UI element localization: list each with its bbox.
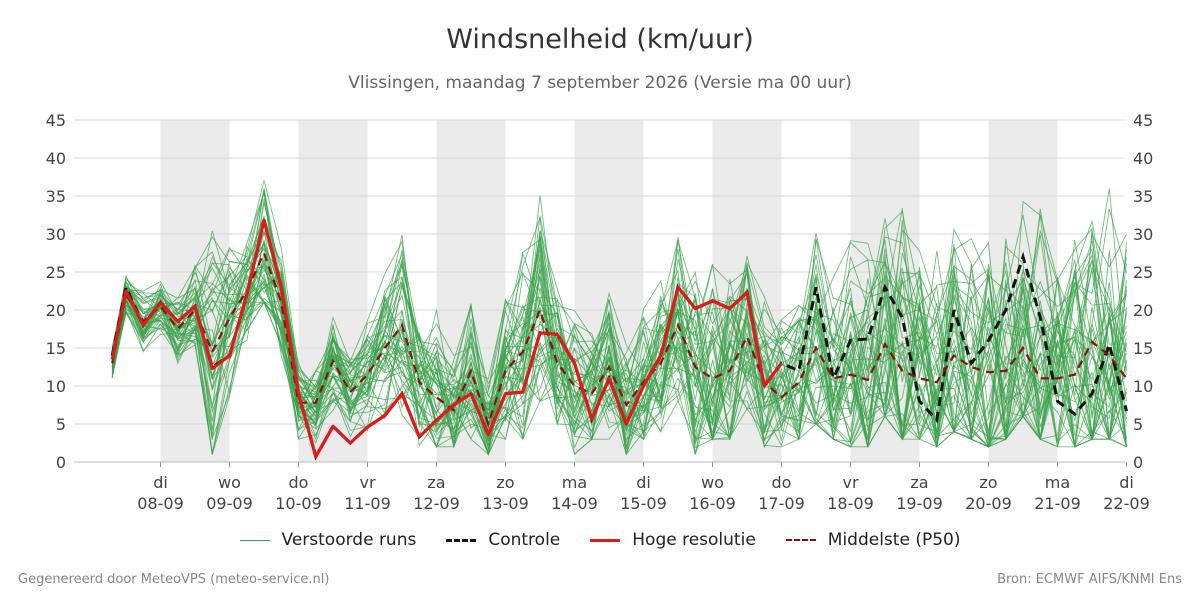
legend-swatch-controle (446, 538, 477, 542)
x-tick-date-label: 11-09 (344, 494, 391, 513)
y-tick-label-right: 30 (1133, 225, 1153, 244)
x-tick-day-label: zo (496, 473, 514, 492)
x-tick-day-label: wo (218, 473, 241, 492)
x-tick-date-label: 16-09 (689, 494, 736, 513)
x-tick-date-label: 13-09 (482, 494, 529, 513)
legend-item-ensemble: Verstoorde runs (239, 530, 417, 550)
x-tick-day-label: vr (359, 473, 375, 492)
legend-label-controle: Controle (488, 530, 561, 550)
x-tick-day-label: do (772, 473, 792, 492)
x-tick-day-label: di (153, 473, 168, 492)
y-tick-label-left: 45 (46, 111, 66, 130)
x-tick-date-label: 22-09 (1103, 494, 1150, 513)
legend-item-middelste: Middelste (P50) (785, 530, 961, 550)
y-tick-label-left: 5 (56, 415, 66, 434)
x-tick-day-label: ma (1045, 473, 1070, 492)
ensemble-run-line (111, 230, 1127, 447)
x-tick-date-label: 20-09 (965, 494, 1012, 513)
y-tick-label-right: 5 (1133, 415, 1143, 434)
x-tick-day-label: di (636, 473, 651, 492)
main-lines (110, 218, 1128, 461)
x-tick-date-label: 18-09 (827, 494, 874, 513)
y-tick-label-right: 40 (1133, 149, 1153, 168)
y-tick-label-left: 35 (46, 187, 66, 206)
chart-subtitle: Vlissingen, maandag 7 september 2026 (Ve… (348, 73, 852, 93)
x-tick-day-label: vr (842, 473, 858, 492)
y-tick-label-right: 25 (1133, 263, 1153, 282)
legend-swatch-ensemble (239, 539, 270, 541)
ensemble-run-line (111, 288, 1127, 455)
ensemble-run-line (111, 277, 1127, 449)
x-tick-day-label: za (427, 473, 445, 492)
hoge-resolutie-line (110, 218, 783, 459)
x-tick-date-label: 12-09 (413, 494, 460, 513)
ensemble-run-line (111, 180, 1127, 435)
legend-label-hoge-resolutie: Hoge resolutie (632, 530, 756, 550)
x-tick-day-label: za (910, 473, 928, 492)
y-tick-label-left: 0 (56, 453, 66, 472)
x-tick-day-label: do (289, 473, 309, 492)
legend-swatch-hoge-resolutie (590, 538, 621, 542)
legend-swatch-middelste (785, 539, 816, 541)
x-tick-day-label: wo (701, 473, 724, 492)
x-tick-date-label: 19-09 (896, 494, 943, 513)
x-tick-date-label: 14-09 (551, 494, 598, 513)
ensemble-run-line (111, 272, 1127, 449)
y-tick-label-left: 40 (46, 149, 66, 168)
legend-label-ensemble: Verstoorde runs (281, 530, 417, 550)
ensemble-run-line (111, 269, 1127, 448)
y-tick-label-left: 15 (46, 339, 66, 358)
ensemble-run-line (111, 202, 1127, 444)
x-tick-date-label: 08-09 (137, 494, 184, 513)
y-tick-label-right: 15 (1133, 339, 1153, 358)
x-tick-date-label: 10-09 (275, 494, 322, 513)
y-tick-label-left: 25 (46, 263, 66, 282)
legend-item-hoge-resolutie: Hoge resolutie (590, 530, 756, 550)
x-tick-day-label: di (1119, 473, 1134, 492)
footer-source: Bron: ECMWF AIFS/KNMI Ens (997, 572, 1182, 587)
x-tick-date-label: 15-09 (620, 494, 667, 513)
x-tick-day-label: zo (979, 473, 997, 492)
ensemble-run-line (111, 187, 1127, 448)
x-tick-date-label: 09-09 (206, 494, 253, 513)
x-tick-date-label: 21-09 (1034, 494, 1081, 513)
y-tick-label-left: 30 (46, 225, 66, 244)
chart-title: Windsnelheid (km/uur) (446, 24, 754, 55)
footer-generator: Gegenereerd door MeteoVPS (meteo-service… (18, 572, 330, 587)
axes: 0 0 5 5 10 10 15 15 20 20 25 25 30 30 35 35 40 40 45 45 di 08… (46, 111, 1154, 513)
chart-legend: Verstoorde runs Controle Hoge resolutie … (0, 530, 1200, 550)
ensemble-run-line (111, 236, 1127, 440)
y-tick-label-right: 20 (1133, 301, 1153, 320)
y-tick-label-left: 20 (46, 301, 66, 320)
y-tick-label-right: 0 (1133, 453, 1143, 472)
x-tick-date-label: 17-09 (758, 494, 805, 513)
y-tick-label-right: 35 (1133, 187, 1153, 206)
middelste-p50-line (111, 250, 1128, 428)
y-tick-label-right: 10 (1133, 377, 1153, 396)
legend-item-controle: Controle (446, 530, 560, 550)
x-tick-day-label: ma (562, 473, 587, 492)
legend-label-middelste: Middelste (P50) (827, 530, 961, 550)
y-tick-label-right: 45 (1133, 111, 1153, 130)
ensemble-run-line (111, 285, 1127, 456)
y-tick-label-left: 10 (46, 377, 66, 396)
